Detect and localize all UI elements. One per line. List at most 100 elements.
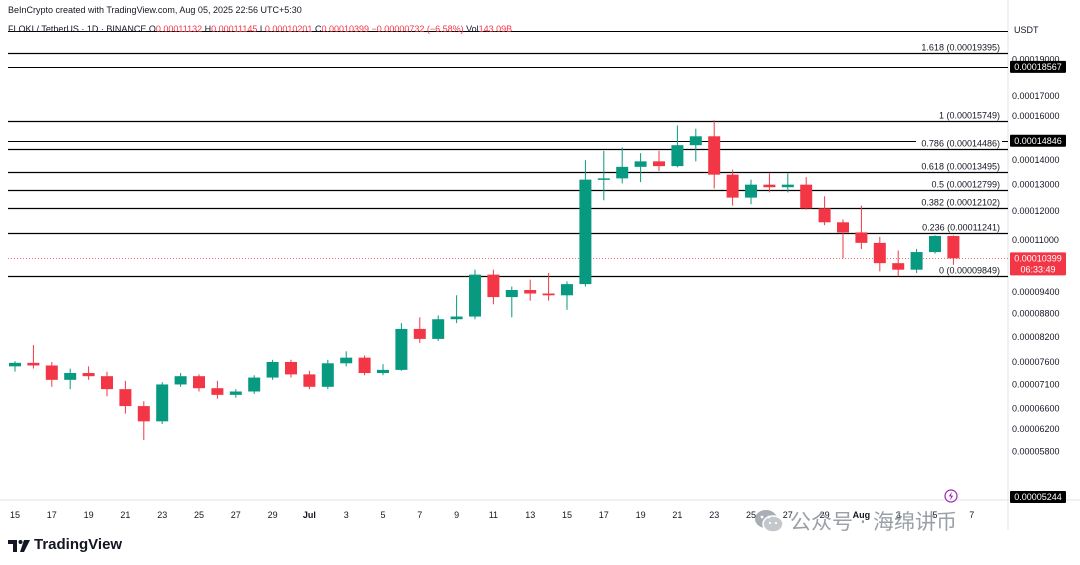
fib-level-label-bg xyxy=(916,138,1002,149)
fib-level-label: 1 (0.00015749) xyxy=(939,111,1000,121)
legend-open-label: O xyxy=(148,24,156,34)
candle-down[interactable] xyxy=(763,184,776,188)
candle-up[interactable] xyxy=(634,161,647,167)
time-tick-label: 5 xyxy=(380,510,385,520)
time-tick-label: 15 xyxy=(562,510,572,520)
candle-down[interactable] xyxy=(413,328,426,339)
candle-down[interactable] xyxy=(892,263,905,270)
price-tick-label: 0.00008200 xyxy=(1012,332,1060,342)
time-tick-label: 25 xyxy=(746,510,756,520)
candle-up[interactable] xyxy=(469,274,481,317)
lightning-icon[interactable] xyxy=(944,489,958,503)
candle-up[interactable] xyxy=(9,362,21,367)
time-tick-label: 19 xyxy=(636,510,646,520)
candle-up[interactable] xyxy=(689,136,702,146)
fib-level-label-bg xyxy=(916,222,1002,233)
fib-level-label: 0.786 (0.00014486) xyxy=(921,139,1000,149)
candle-up[interactable] xyxy=(156,384,169,422)
candle-down[interactable] xyxy=(101,376,113,390)
legend-high: 0.00011145 xyxy=(211,24,258,34)
tradingview-logo-text: TradingView xyxy=(34,536,123,553)
time-tick-label: 25 xyxy=(194,510,204,520)
candle-up[interactable] xyxy=(377,369,389,374)
candle-up[interactable] xyxy=(561,284,573,296)
candle-down[interactable] xyxy=(358,357,371,374)
time-tick-label: 9 xyxy=(454,510,459,520)
time-tick-label: 17 xyxy=(599,510,609,520)
candle-up[interactable] xyxy=(174,376,187,385)
candle-up[interactable] xyxy=(781,184,794,188)
candle-down[interactable] xyxy=(837,222,849,233)
wechat-icon xyxy=(755,510,784,533)
price-tick-label: 0.00009400 xyxy=(1012,287,1060,297)
time-tick-label: Jul xyxy=(303,510,316,520)
candle-up[interactable] xyxy=(321,363,334,387)
candle-down[interactable] xyxy=(708,136,721,175)
legend-open: 0.00011132 xyxy=(155,24,203,34)
time-tick-label: 3 xyxy=(896,510,901,520)
time-tick-label: Aug xyxy=(853,510,871,520)
candle-up[interactable] xyxy=(248,377,261,392)
watermark: 公众号 · 海绵讲币 xyxy=(754,506,957,536)
fib-level-label-bg xyxy=(916,265,1002,276)
candle-up[interactable] xyxy=(505,290,518,298)
candle-down[interactable] xyxy=(726,174,739,198)
candle-up[interactable] xyxy=(395,328,408,370)
time-tick-label: 15 xyxy=(10,510,20,520)
candle-up[interactable] xyxy=(340,357,353,364)
candle-down[interactable] xyxy=(119,389,132,407)
fib-level-label: 0.5 (0.00012799) xyxy=(931,180,1000,190)
candle-countdown: 06:33:49 xyxy=(1020,264,1055,274)
candle-down[interactable] xyxy=(193,376,205,389)
candle-up[interactable] xyxy=(450,316,463,320)
price-badge xyxy=(1010,134,1066,147)
candle-up[interactable] xyxy=(579,179,592,285)
candle-down[interactable] xyxy=(542,293,555,296)
candle-down[interactable] xyxy=(855,232,868,243)
legend-close: 0.00010399 xyxy=(321,24,370,34)
candle-down[interactable] xyxy=(303,374,316,387)
current-price-badge xyxy=(1010,252,1066,276)
fib-level-label-bg xyxy=(916,179,1002,190)
candle-up[interactable] xyxy=(266,361,279,378)
candle-down[interactable] xyxy=(487,274,500,298)
time-tick-label: 19 xyxy=(84,510,94,520)
fib-level-label: 0.236 (0.00011241) xyxy=(922,223,1000,233)
time-tick-label: 27 xyxy=(231,510,241,520)
candle-down[interactable] xyxy=(653,161,665,167)
price-badge xyxy=(1010,60,1066,73)
candle-up[interactable] xyxy=(64,373,77,380)
price-badge-label: 0.00014846 xyxy=(1014,136,1062,146)
candle-down[interactable] xyxy=(800,184,813,209)
fib-level-label: 1.618 (0.00019395) xyxy=(921,43,1000,53)
candle-up[interactable] xyxy=(432,319,445,339)
candle-up[interactable] xyxy=(616,166,629,179)
time-tick-label: 17 xyxy=(47,510,57,520)
candle-up[interactable] xyxy=(910,252,923,270)
candle-down[interactable] xyxy=(524,290,537,294)
tradingview-logo[interactable]: TradingView xyxy=(8,536,122,553)
symbol-name[interactable]: FLOKI / TetherUS · 1D · BINANCE xyxy=(8,24,147,34)
candle-down[interactable] xyxy=(211,388,224,395)
candle-down[interactable] xyxy=(818,208,831,223)
candle-up[interactable] xyxy=(745,184,757,198)
candle-up[interactable] xyxy=(229,391,242,395)
price-badge-label: 0.00018567 xyxy=(1014,62,1062,72)
candle-down[interactable] xyxy=(873,242,886,264)
fib-level-label: 0 (0.00009849) xyxy=(939,266,1000,276)
candle-up[interactable] xyxy=(929,235,941,253)
candle-down[interactable] xyxy=(947,235,960,259)
candle-up[interactable] xyxy=(671,145,684,167)
price-tick-label: 0.00014000 xyxy=(1012,155,1060,165)
candle-down[interactable] xyxy=(45,365,58,380)
candle-down[interactable] xyxy=(137,406,150,422)
price-tick-label: 0.00012000 xyxy=(1012,206,1060,216)
fib-level-label: 0.618 (0.00013495) xyxy=(921,162,1000,172)
candle-down[interactable] xyxy=(27,362,40,366)
price-tick-label: 0.00019000 xyxy=(1012,54,1060,64)
candle-down[interactable] xyxy=(285,361,297,375)
candle-down[interactable] xyxy=(82,373,95,377)
candle-up[interactable] xyxy=(597,178,610,180)
time-tick-label: 21 xyxy=(120,510,130,520)
